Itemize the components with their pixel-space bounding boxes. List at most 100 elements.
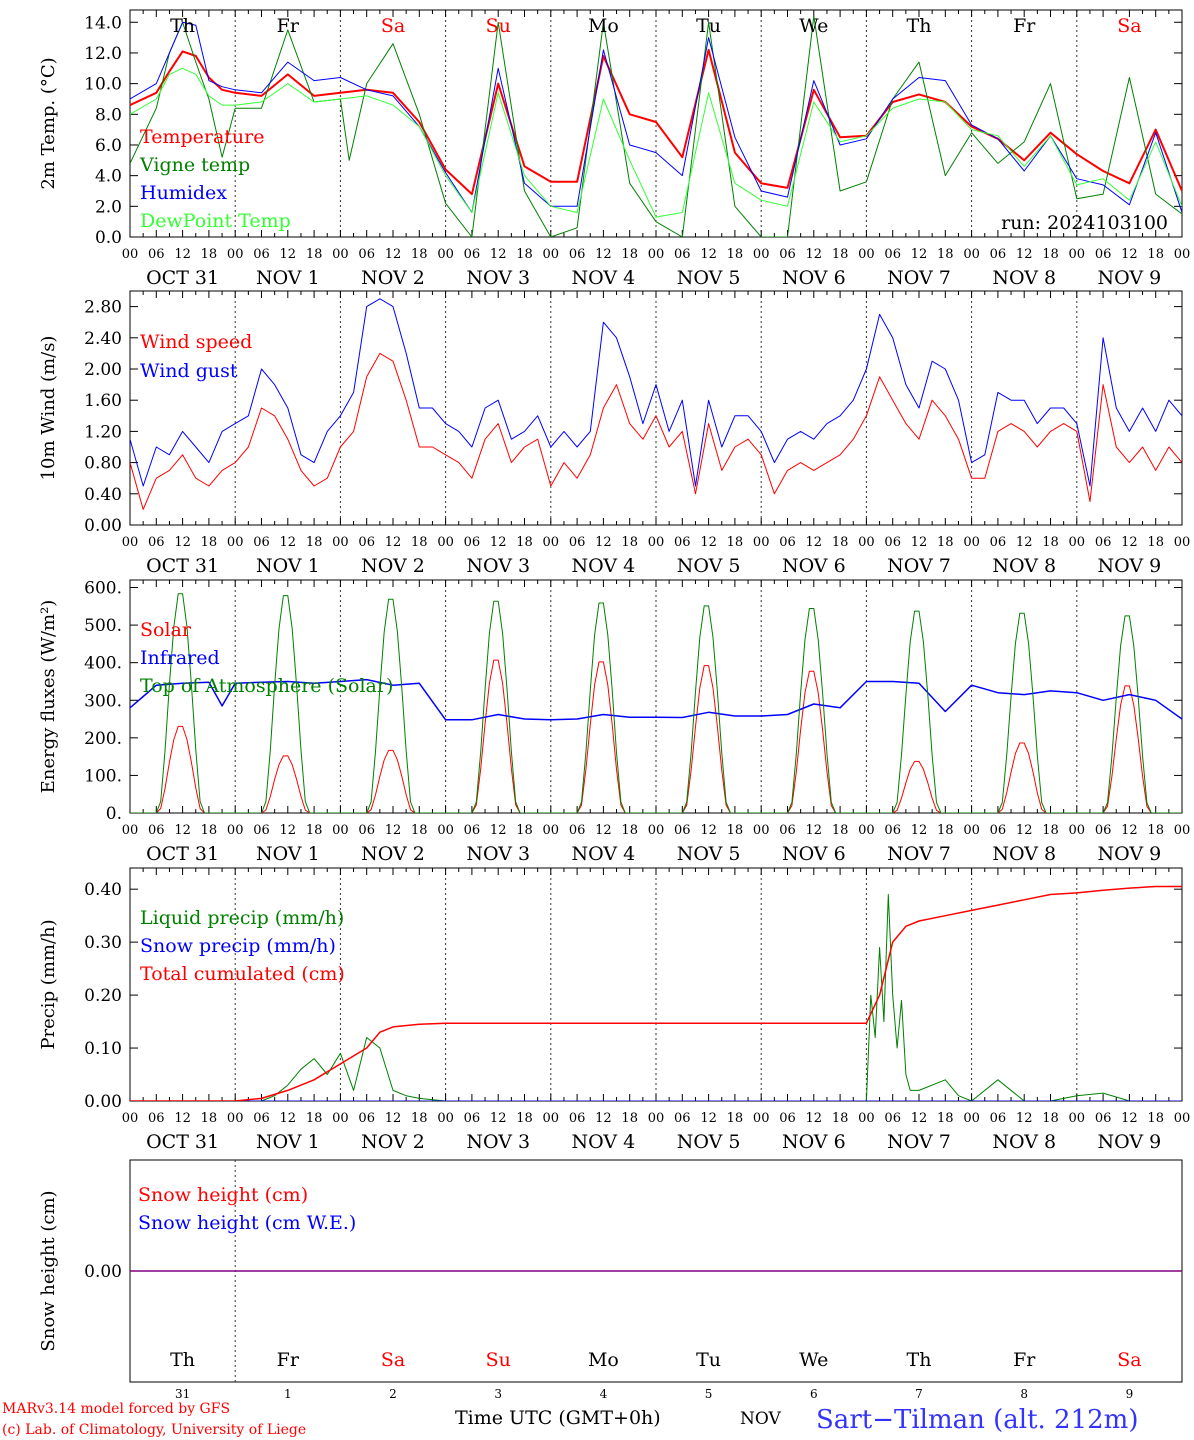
legend-entry: DewPoint Temp: [140, 210, 291, 232]
date-label: NOV 6: [782, 267, 846, 289]
x-tick-label: 18: [832, 247, 849, 262]
chart-panels: 00 06 12 18 OCT 31 00 06 12 18 NOV 1 00 06 12 18 NOV 2…: [38, 9, 1191, 1401]
x-tick-label: 06: [358, 535, 375, 550]
date-label: OCT 31: [146, 843, 219, 865]
x-tick-label: 00: [332, 247, 349, 262]
y-tick-label: 100.: [84, 766, 122, 786]
legend-entry: Infrared: [140, 647, 220, 669]
x-tick-label: 00: [753, 1111, 770, 1126]
y-tick-label: 0.00: [84, 1092, 122, 1112]
series-line-2: [130, 678, 1182, 721]
series-line-3: [130, 593, 1182, 813]
y-axis-label: Snow height (cm): [38, 1190, 59, 1351]
x-tick-label: 18: [1147, 247, 1164, 262]
x-tick-label: 00: [122, 823, 139, 838]
series-line-1: [130, 659, 1182, 813]
day-number-label: 7: [915, 1387, 923, 1401]
y-axis-label: 2m Temp. (°C): [38, 57, 59, 189]
x-tick-label: 00: [1174, 247, 1191, 262]
y-tick-label: 0.80: [84, 454, 122, 474]
weekday-label: Sa: [1117, 15, 1141, 37]
x-tick-label: 12: [174, 1111, 191, 1126]
weekday-label: Th: [907, 1349, 932, 1371]
x-tick-label: 12: [1016, 1111, 1033, 1126]
x-tick-label: 00: [437, 823, 454, 838]
x-tick-label: 00: [858, 535, 875, 550]
x-tick-label: 00: [1174, 535, 1191, 550]
x-tick-label: 12: [806, 823, 823, 838]
x-tick-label: 12: [595, 1111, 612, 1126]
date-label: NOV 3: [466, 555, 530, 577]
date-label: NOV 7: [887, 267, 951, 289]
x-tick-label: 18: [411, 823, 428, 838]
x-tick-label: 18: [201, 823, 218, 838]
x-tick-label: 18: [937, 535, 954, 550]
x-tick-label: 12: [385, 535, 402, 550]
chart-panel-5: 0.00 Snow height (cm) Snow height (cm) Snow…: [38, 1159, 1183, 1401]
x-tick-label: 18: [201, 1111, 218, 1126]
x-tick-label: 00: [1069, 823, 1086, 838]
weekday-label: Th: [170, 15, 195, 37]
y-tick-label: 6.0: [95, 136, 122, 156]
x-tick-label: 00: [227, 823, 244, 838]
x-tick-label: 18: [306, 1111, 323, 1126]
x-tick-label: 06: [253, 247, 270, 262]
date-label: NOV 3: [466, 1131, 530, 1153]
x-tick-label: 00: [437, 1111, 454, 1126]
date-label: NOV 2: [361, 267, 425, 289]
x-tick-label: 06: [569, 823, 586, 838]
x-tick-label: 18: [516, 1111, 533, 1126]
y-axis-label: Energy fluxes (W/m²): [38, 600, 59, 794]
day-number-label: 4: [600, 1387, 608, 1401]
month-label: NOV: [740, 1409, 782, 1429]
x-tick-label: 12: [806, 535, 823, 550]
y-tick-label: 0.40: [84, 485, 122, 505]
y-tick-label: 300.: [84, 691, 122, 711]
x-tick-label: 12: [280, 535, 297, 550]
date-label: NOV 1: [256, 555, 320, 577]
x-tick-label: 12: [385, 247, 402, 262]
day-number-label: 2: [389, 1387, 397, 1401]
x-tick-label: 00: [753, 247, 770, 262]
weekday-label: Tu: [696, 15, 721, 37]
x-tick-label: 12: [280, 823, 297, 838]
x-tick-label: 00: [858, 1111, 875, 1126]
x-tick-label: 06: [253, 1111, 270, 1126]
x-tick-label: 06: [990, 1111, 1007, 1126]
run-label: run: 2024103100: [1001, 212, 1168, 234]
time-axis-label: Time UTC (GMT+0h): [455, 1407, 661, 1429]
x-tick-label: 18: [1147, 535, 1164, 550]
y-tick-label: 2.40: [84, 329, 122, 349]
legend-entry: Snow height (cm): [138, 1184, 308, 1206]
x-tick-label: 12: [700, 535, 717, 550]
x-tick-label: 06: [779, 823, 796, 838]
x-tick-label: 18: [1042, 247, 1059, 262]
weekday-label: Sa: [381, 1349, 405, 1371]
y-axis-label: 10m Wind (m/s): [38, 336, 59, 481]
x-tick-label: 18: [306, 535, 323, 550]
x-tick-label: 00: [648, 535, 665, 550]
x-tick-label: 06: [253, 535, 270, 550]
x-tick-label: 18: [621, 823, 638, 838]
date-label: NOV 3: [466, 267, 530, 289]
x-tick-label: 12: [490, 247, 507, 262]
x-tick-label: 00: [122, 535, 139, 550]
y-tick-label: 2.80: [84, 298, 122, 318]
x-tick-label: 06: [674, 823, 691, 838]
x-tick-label: 18: [727, 247, 744, 262]
x-tick-label: 12: [595, 535, 612, 550]
legend-entry: Snow height (cm W.E.): [138, 1212, 356, 1234]
x-tick-label: 00: [332, 1111, 349, 1126]
chart-panel-2: 00 06 12 18 OCT 31 00 06 12 18 NOV 1 00 06 12 18 NOV 2…: [38, 290, 1191, 577]
x-tick-label: 12: [174, 247, 191, 262]
y-tick-label: 1.60: [84, 391, 122, 411]
x-tick-label: 06: [990, 247, 1007, 262]
y-tick-label: 8.0: [95, 105, 122, 125]
x-tick-label: 06: [990, 823, 1007, 838]
weekday-label: Tu: [696, 1349, 721, 1371]
x-tick-label: 00: [227, 247, 244, 262]
x-tick-label: 18: [516, 823, 533, 838]
x-tick-label: 00: [963, 1111, 980, 1126]
series-line-2: [130, 298, 1182, 487]
legend-entry: Temperature: [140, 126, 264, 148]
